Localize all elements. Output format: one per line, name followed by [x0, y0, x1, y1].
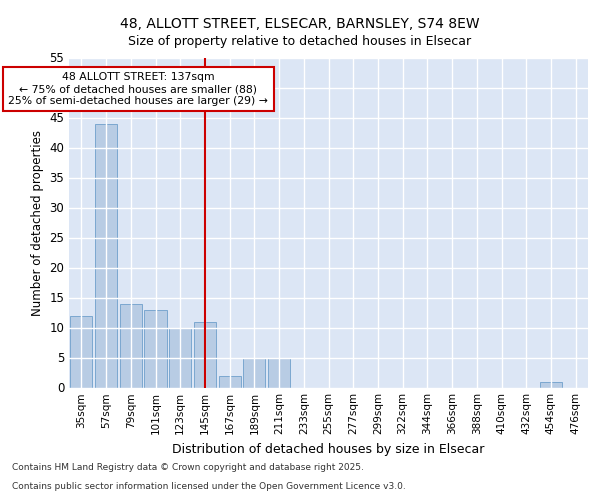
Y-axis label: Number of detached properties: Number of detached properties [31, 130, 44, 316]
Bar [145, 310, 167, 388]
Bar [194, 322, 216, 388]
Text: Contains HM Land Registry data © Crown copyright and database right 2025.: Contains HM Land Registry data © Crown c… [12, 464, 364, 472]
Bar [119, 304, 142, 388]
Bar [218, 376, 241, 388]
Text: 48, ALLOTT STREET, ELSECAR, BARNSLEY, S74 8EW: 48, ALLOTT STREET, ELSECAR, BARNSLEY, S7… [120, 18, 480, 32]
Bar [95, 124, 117, 388]
Text: Contains public sector information licensed under the Open Government Licence v3: Contains public sector information licen… [12, 482, 406, 491]
Text: 48 ALLOTT STREET: 137sqm
← 75% of detached houses are smaller (88)
25% of semi-d: 48 ALLOTT STREET: 137sqm ← 75% of detach… [8, 72, 268, 106]
Text: Size of property relative to detached houses in Elsecar: Size of property relative to detached ho… [128, 35, 472, 48]
X-axis label: Distribution of detached houses by size in Elsecar: Distribution of detached houses by size … [172, 443, 485, 456]
Bar [169, 328, 191, 388]
Bar [70, 316, 92, 388]
Bar [540, 382, 562, 388]
Bar [243, 358, 265, 388]
Bar [268, 358, 290, 388]
